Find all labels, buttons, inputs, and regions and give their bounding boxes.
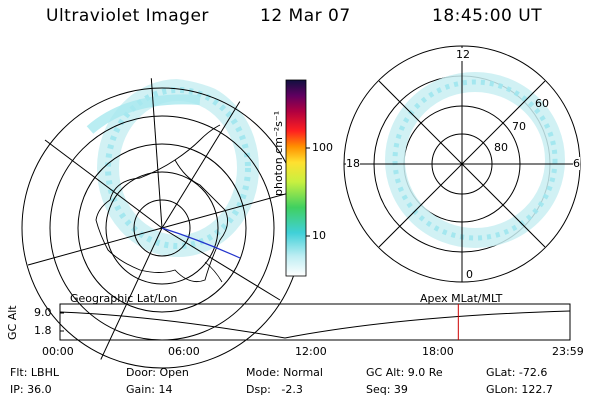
mlt-label-18: 18 [346,157,360,170]
time-label: 18:45:00 UT [432,6,543,26]
timeline-right-title: Apex MLat/MLT [420,292,503,305]
mlt-label-0: 0 [466,268,473,281]
info-gain: Gain: 14 [126,383,173,396]
lat-label-80: 80 [494,141,508,154]
info-gcalt: GC Alt: 9.0 Re [366,366,443,379]
colorbar-tick-10: 10 [312,229,326,242]
y-tick-9: 9.0 [34,306,52,319]
info-door: Door: Open [126,366,189,379]
mlt-label-6: 6 [573,157,580,170]
x-tick-2359: 23:59 [552,345,584,358]
timeline-panel [59,303,571,341]
window-title: Ultraviolet Imager [46,6,209,26]
orbit-track [161,227,241,259]
info-glat: GLat: -72.6 [486,366,548,379]
info-seq: Seq: 39 [366,383,408,396]
info-flt: Flt: LBHL [10,366,59,379]
x-tick-1200: 12:00 [295,345,327,358]
x-tick-0600: 06:00 [168,345,200,358]
geographic-map [21,78,303,372]
coastline [95,159,229,283]
info-glon: GLon: 122.7 [486,383,553,396]
info-ip: IP: 36.0 [10,383,52,396]
x-tick-0000: 00:00 [42,345,74,358]
x-tick-1800: 18:00 [422,345,454,358]
y-tick-1: 1.8 [34,324,52,337]
polar-mlt-plot [343,45,581,283]
info-dsp: Dsp: -2.3 [246,383,303,396]
gc-alt-curve [59,310,571,339]
timeline-left-title: Geographic Lat/Lon [70,292,178,305]
mlt-label-12: 12 [456,48,470,61]
timeline-axis-label: GC Alt [6,305,19,340]
colorbar [285,79,310,277]
date-label: 12 Mar 07 [260,6,351,26]
lat-label-60: 60 [535,97,549,110]
lat-label-70: 70 [512,120,526,133]
colorbar-tick-100: 100 [312,141,333,154]
info-mode: Mode: Normal [246,366,323,379]
colorbar-unit-label: photon cm⁻²s⁻¹ [272,110,285,196]
